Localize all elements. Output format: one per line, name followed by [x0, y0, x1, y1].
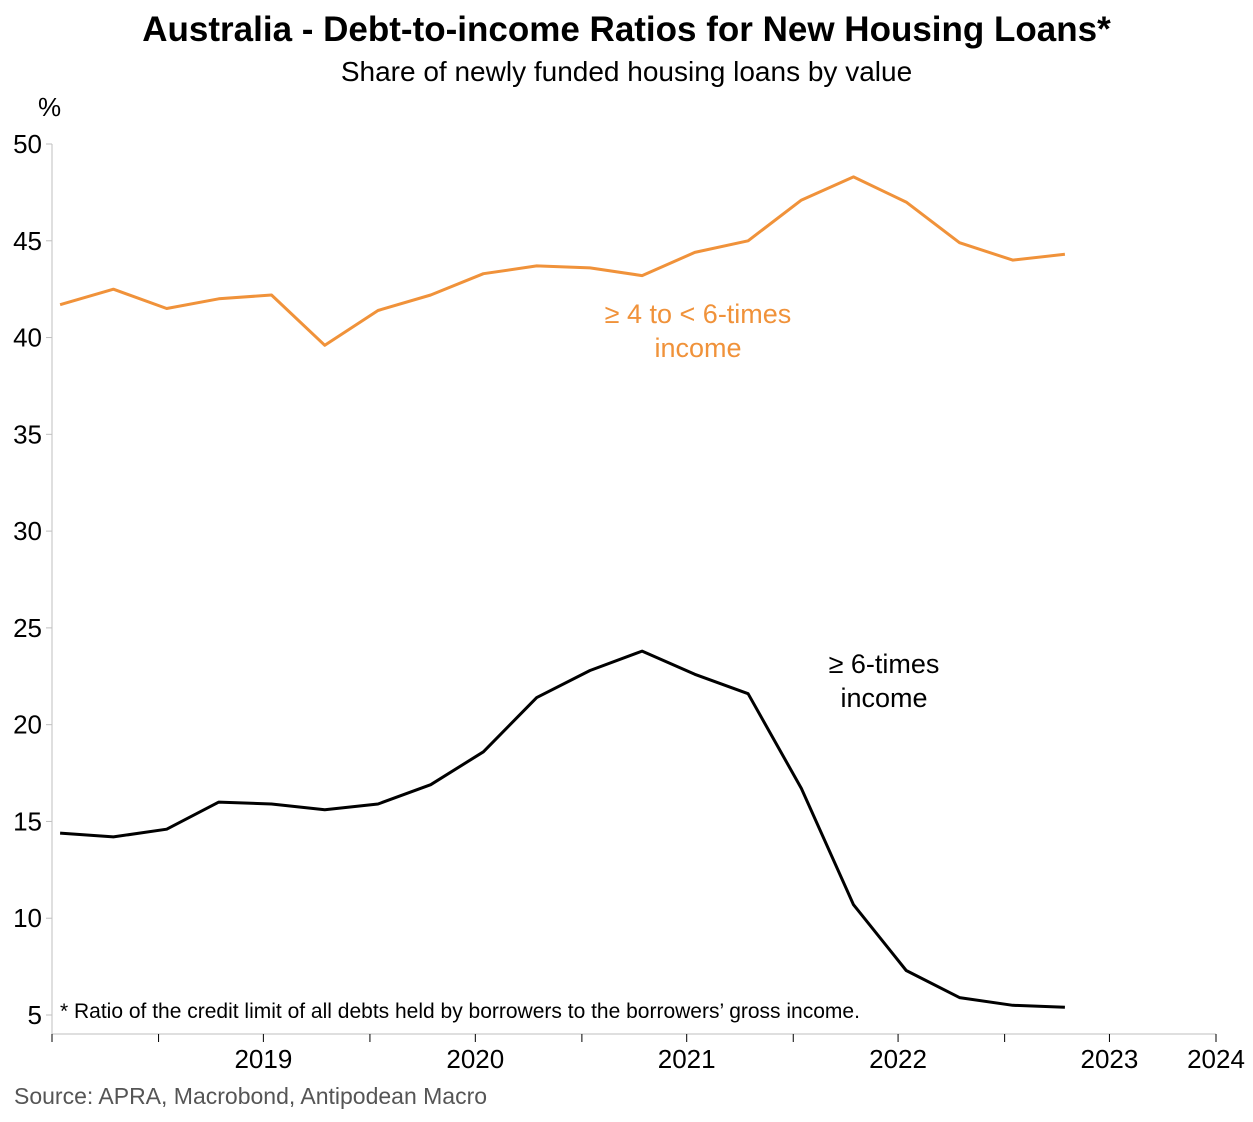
y-tick-label: 5	[28, 1000, 42, 1030]
y-tick-label: 30	[13, 516, 42, 546]
y-tick-label: 20	[13, 710, 42, 740]
line-chart: 5 10 15 20 25 30 35 40 45 50 2019 2020 2021 2022 2023…	[13, 92, 1245, 1074]
y-tick-label: 50	[13, 129, 42, 159]
series-lines	[59, 175, 1066, 1009]
y-tick-label: 25	[13, 613, 42, 643]
y-tick-label: 40	[13, 323, 42, 353]
series-label-0: income	[654, 333, 741, 363]
chart-subtitle: Share of newly funded housing loans by v…	[340, 56, 913, 87]
x-tick-label: 2019	[234, 1044, 292, 1074]
series-label-0: ≥ 4 to < 6-times	[605, 299, 792, 329]
footnote: * Ratio of the credit limit of all debts…	[60, 1000, 860, 1023]
series-label-1: ≥ 6-times	[829, 649, 940, 679]
series-label-1: income	[840, 683, 927, 713]
y-tick-label: 35	[13, 419, 42, 449]
x-tick-label: 2021	[658, 1044, 716, 1074]
series-labels: ≥ 4 to < 6-times income ≥ 6-times income	[605, 299, 940, 713]
series-line-1	[59, 649, 1065, 1009]
y-axis-unit-label: %	[38, 92, 61, 122]
y-tick-label: 10	[13, 903, 42, 933]
x-tick-label: 2024	[1187, 1044, 1245, 1074]
source-note: Source: APRA, Macrobond, Antipodean Macr…	[14, 1083, 488, 1109]
x-tick-label: 2022	[869, 1044, 927, 1074]
x-tick-label: 2020	[446, 1044, 504, 1074]
y-tick-label: 15	[13, 806, 42, 836]
series-line-0	[59, 175, 1066, 347]
y-axis: 5 10 15 20 25 30 35 40 45 50	[13, 129, 53, 1034]
chart-title: Australia - Debt-to-income Ratios for Ne…	[142, 10, 1111, 49]
y-tick-label: 45	[13, 226, 42, 256]
x-tick-label: 2023	[1081, 1044, 1139, 1074]
x-axis: 2019 2020 2021 2022 2023 2024	[51, 1033, 1245, 1074]
